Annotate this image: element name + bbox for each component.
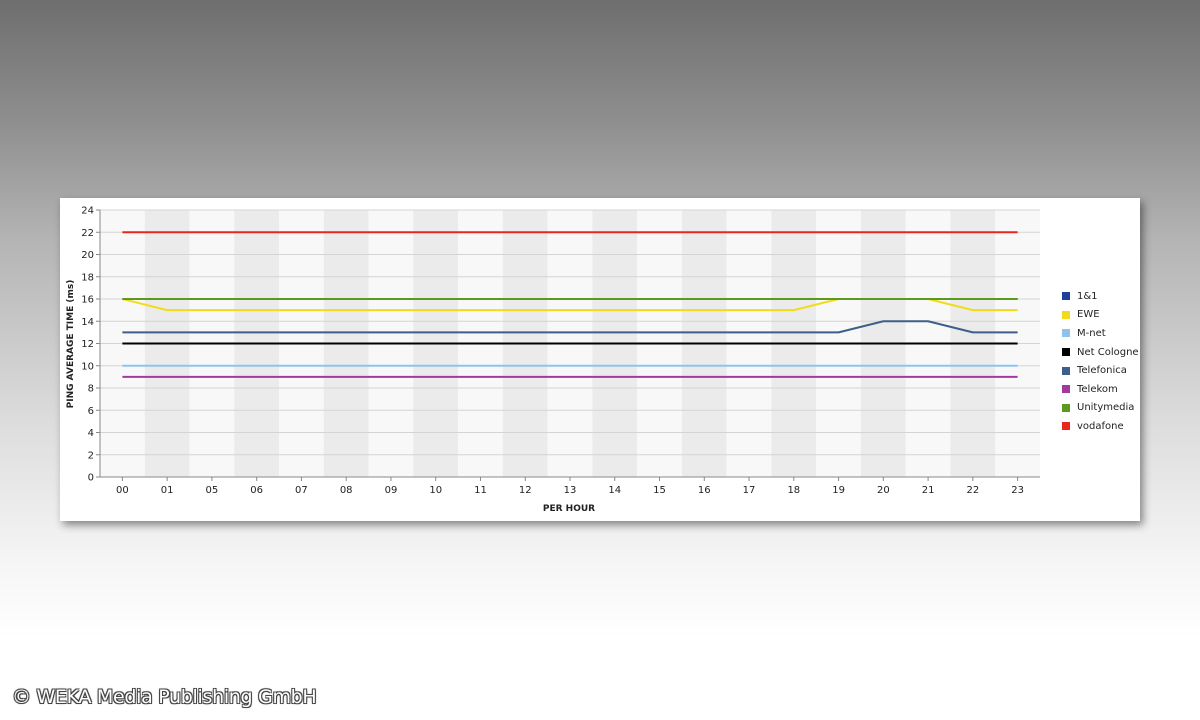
legend-item: Telekom	[1062, 380, 1140, 399]
x-tick-label: 13	[564, 485, 577, 496]
y-tick-label: 2	[88, 450, 94, 461]
legend-item: Net Cologne	[1062, 343, 1140, 362]
series-lines	[122, 231, 1018, 378]
legend-item: 1&1	[1062, 287, 1140, 306]
x-tick-label: 18	[787, 485, 800, 496]
legend-swatch	[1062, 348, 1070, 357]
x-tick-labels: 00 01 05 06 07 08 09 10 11 12 13 14 15 16 17 18 19 20 21 22…	[116, 485, 1024, 496]
y-tick-label: 4	[88, 428, 94, 439]
x-tick-label: 01	[161, 485, 174, 496]
x-axis-label: PER HOUR	[543, 504, 595, 514]
legend-swatch	[1062, 385, 1070, 394]
x-tick-label: 05	[206, 485, 219, 496]
x-tick-label: 17	[743, 485, 756, 496]
legend-item: Unitymedia	[1062, 399, 1140, 418]
legend-item: M-net	[1062, 324, 1140, 343]
x-tick-label: 00	[116, 485, 129, 496]
y-tick-label: 6	[88, 406, 94, 417]
x-tick-label: 21	[922, 485, 935, 496]
legend-label: vodafone	[1077, 420, 1124, 432]
legend-label: M-net	[1077, 327, 1106, 339]
legend-swatch	[1062, 329, 1070, 338]
y-tick-label: 20	[81, 250, 94, 261]
copyright-notice: © WEKA Media Publishing GmbH	[12, 686, 317, 708]
chart-legend: 1&1 EWE M-net Net Cologne Telefonica Telekom U…	[1062, 287, 1140, 436]
series-line-telefonica	[122, 320, 1018, 334]
legend-item: Telefonica	[1062, 361, 1140, 380]
y-tick-label: 10	[81, 361, 94, 372]
x-tick-label: 10	[429, 485, 442, 496]
legend-label: 1&1	[1077, 290, 1098, 302]
legend-swatch	[1062, 403, 1070, 412]
legend-label: Net Cologne	[1077, 346, 1139, 358]
legend-label: Telekom	[1077, 383, 1118, 395]
y-tick-label: 22	[81, 228, 94, 239]
y-tick-label: 0	[88, 473, 94, 484]
y-tick-label: 8	[88, 384, 94, 395]
x-tick-label: 11	[474, 485, 487, 496]
legend-swatch	[1062, 422, 1070, 431]
y-axis-label: PING AVERAGE TIME (ms)	[66, 280, 76, 409]
x-tick-label: 12	[519, 485, 532, 496]
x-tick-label: 16	[698, 485, 711, 496]
legend-label: Telefonica	[1077, 365, 1127, 377]
y-tick-label: 16	[81, 295, 94, 306]
y-tick-label: 14	[81, 317, 94, 328]
x-tick-label: 19	[832, 485, 845, 496]
x-tick-label: 23	[1011, 485, 1024, 496]
x-tick-label: 22	[966, 485, 979, 496]
legend-label: EWE	[1077, 309, 1100, 321]
chart-panel: 0 2 4 6 8 10 12 14 16 18 20 22 24 00 01 05 06 07 08 09 10 11…	[60, 198, 1140, 521]
x-tick-label: 07	[295, 485, 308, 496]
legend-item: vodafone	[1062, 417, 1140, 436]
y-tick-label: 24	[81, 206, 94, 217]
legend-swatch	[1062, 310, 1070, 319]
x-tick-label: 08	[340, 485, 353, 496]
x-tick-label: 15	[653, 485, 666, 496]
legend-swatch	[1062, 292, 1070, 301]
x-tick-label: 06	[250, 485, 263, 496]
legend-label: Unitymedia	[1077, 402, 1135, 414]
legend-swatch	[1062, 366, 1070, 375]
x-tick-label: 09	[385, 485, 398, 496]
y-tick-label: 18	[81, 272, 94, 283]
legend-item: EWE	[1062, 306, 1140, 325]
y-tick-label: 12	[81, 339, 94, 350]
axes	[96, 209, 1040, 481]
x-tick-label: 14	[608, 485, 621, 496]
x-tick-label: 20	[877, 485, 890, 496]
